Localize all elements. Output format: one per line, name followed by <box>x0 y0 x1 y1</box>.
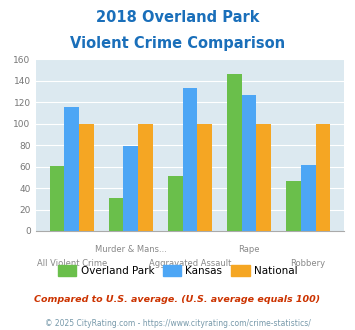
Text: Violent Crime Comparison: Violent Crime Comparison <box>70 36 285 51</box>
Text: 2018 Overland Park: 2018 Overland Park <box>96 10 259 25</box>
Bar <box>227 74 242 231</box>
Bar <box>286 181 301 231</box>
Bar <box>316 124 330 231</box>
Bar <box>168 176 182 231</box>
Bar <box>242 95 256 231</box>
Bar <box>197 124 212 231</box>
Bar <box>64 107 79 231</box>
Text: Aggravated Assault: Aggravated Assault <box>149 259 231 268</box>
Text: Robbery: Robbery <box>291 259 326 268</box>
Bar <box>138 124 153 231</box>
Bar <box>50 166 64 231</box>
Legend: Overland Park, Kansas, National: Overland Park, Kansas, National <box>54 261 301 280</box>
Text: © 2025 CityRating.com - https://www.cityrating.com/crime-statistics/: © 2025 CityRating.com - https://www.city… <box>45 319 310 328</box>
Text: Rape: Rape <box>238 245 260 254</box>
Bar <box>124 146 138 231</box>
Bar <box>182 88 197 231</box>
Bar <box>79 124 94 231</box>
Bar <box>256 124 271 231</box>
Text: Compared to U.S. average. (U.S. average equals 100): Compared to U.S. average. (U.S. average … <box>34 295 321 304</box>
Bar <box>109 198 124 231</box>
Bar <box>301 164 316 231</box>
Text: Murder & Mans...: Murder & Mans... <box>95 245 167 254</box>
Text: All Violent Crime: All Violent Crime <box>37 259 107 268</box>
